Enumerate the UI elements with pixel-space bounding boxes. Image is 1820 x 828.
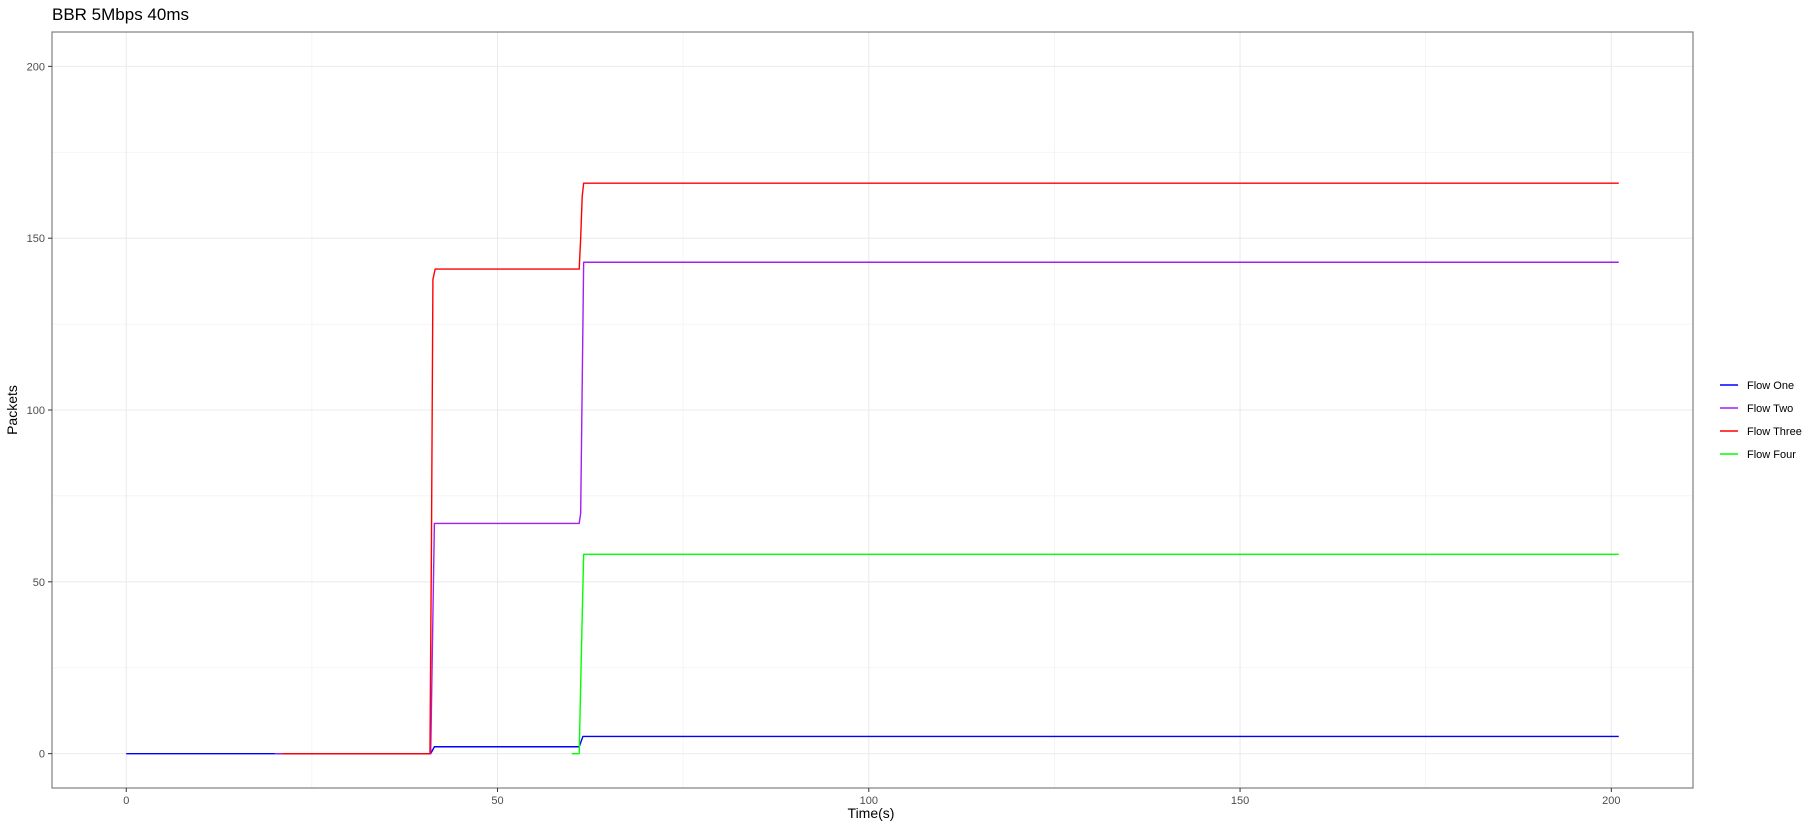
x-tick-label: 100 bbox=[860, 795, 878, 807]
series-line-flow-one bbox=[126, 735, 1619, 755]
grid-minor bbox=[52, 32, 1693, 788]
x-tick-label: 200 bbox=[1602, 795, 1620, 807]
legend-label: Flow Three bbox=[1747, 426, 1802, 438]
series-line-flow-three bbox=[282, 182, 1619, 755]
y-tick-label: 200 bbox=[27, 61, 45, 73]
y-axis-title: Packets bbox=[4, 385, 20, 435]
x-tick-label: 150 bbox=[1231, 795, 1249, 807]
y-axis: 0 50 100 150 200 bbox=[27, 61, 52, 761]
legend-label: Flow Four bbox=[1747, 449, 1796, 461]
y-tick-label: 50 bbox=[33, 577, 45, 589]
series-line-flow-two bbox=[274, 261, 1619, 755]
y-tick-label: 0 bbox=[39, 749, 45, 761]
x-tick-label: 0 bbox=[123, 795, 129, 807]
x-axis-title: Time(s) bbox=[848, 805, 895, 821]
series-lines bbox=[126, 182, 1619, 755]
legend-label: Flow Two bbox=[1747, 403, 1793, 415]
y-tick-label: 150 bbox=[27, 233, 45, 245]
x-axis: 0 50 100 150 200 bbox=[123, 788, 1621, 807]
legend-label: Flow One bbox=[1747, 380, 1794, 392]
y-tick-label: 100 bbox=[27, 405, 45, 417]
legend: Flow One Flow Two Flow Three Flow Four bbox=[1720, 380, 1802, 461]
grid-major bbox=[52, 32, 1693, 788]
chart-title: BBR 5Mbps 40ms bbox=[52, 5, 189, 24]
x-tick-label: 50 bbox=[491, 795, 503, 807]
series-line-flow-four bbox=[571, 553, 1619, 755]
